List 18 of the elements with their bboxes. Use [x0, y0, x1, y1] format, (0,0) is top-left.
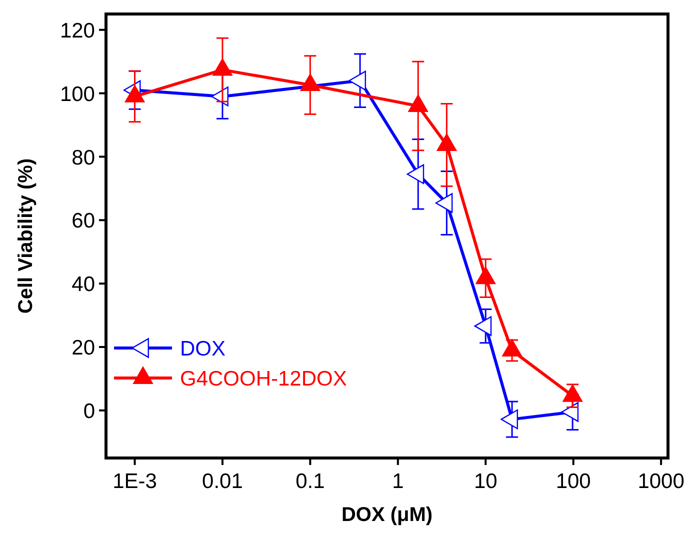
y-tick-label: 80 — [72, 146, 95, 170]
x-tick-label: 1000 — [638, 470, 684, 493]
x-tick-label: 1E-3 — [112, 470, 157, 493]
y-tick-label: 40 — [72, 273, 95, 296]
y-tick-label: 60 — [72, 210, 95, 233]
x-axis-title: DOX (μM) — [341, 504, 433, 526]
legend-label: G4COOH-12DOX — [180, 368, 347, 391]
x-tick-label: 100 — [556, 470, 591, 493]
y-tick-label: 100 — [60, 82, 95, 106]
y-tick-label: 0 — [83, 400, 95, 423]
y-tick-label: 20 — [72, 336, 95, 360]
y-tick-label: 120 — [60, 19, 95, 42]
x-tick-label: 10 — [474, 470, 498, 493]
y-axis-title: Cell Viability (%) — [15, 158, 37, 314]
x-tick-label: 1 — [392, 470, 404, 493]
x-tick-label: 0.01 — [202, 470, 243, 493]
legend-label: DOX — [180, 338, 226, 361]
x-tick-label: 0.1 — [296, 470, 325, 493]
